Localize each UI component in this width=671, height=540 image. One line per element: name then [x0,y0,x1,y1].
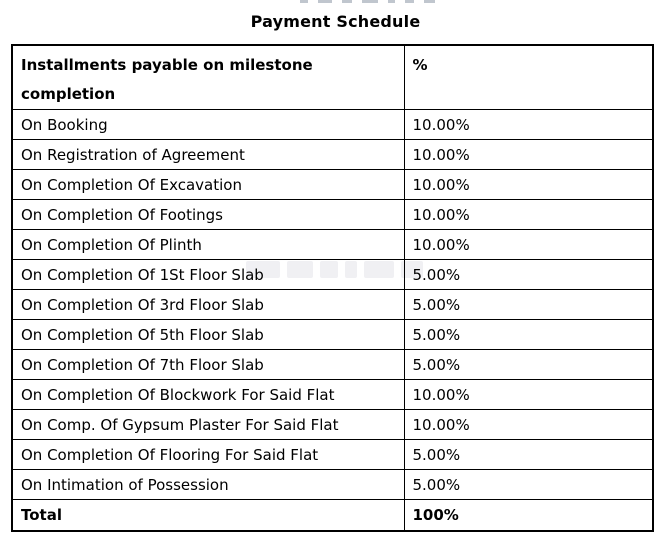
percent-value: 5.00% [403,469,654,500]
percent-value: 10.00% [403,169,654,200]
percent-value: 10.00% [403,199,654,230]
milestone-label: On Comp. Of Gypsum Plaster For Said Flat [11,409,405,440]
milestone-label: On Completion Of Flooring For Said Flat [11,439,405,470]
milestone-label: On Completion Of 3rd Floor Slab [11,289,405,320]
percent-value: 10.00% [403,109,654,140]
table-total-row: Total 100% [11,499,654,531]
table-row: On Completion Of Blockwork For Said Flat… [11,379,654,410]
table-row: On Completion Of 1St Floor Slab 5.00% [11,259,654,290]
table-row: On Comp. Of Gypsum Plaster For Said Flat… [11,409,654,440]
milestone-label: On Completion Of 7th Floor Slab [11,349,405,380]
table-row: On Completion Of Excavation 10.00% [11,169,654,200]
table-row: On Booking 10.00% [11,109,654,140]
percent-value: 10.00% [403,379,654,410]
page-title: Payment Schedule [250,12,421,31]
table-row: On Registration of Agreement 10.00% [11,139,654,170]
percent-value: 10.00% [403,409,654,440]
milestone-label: On Completion Of Footings [11,199,405,230]
milestone-label: On Completion Of Excavation [11,169,405,200]
percent-value: 5.00% [403,259,654,290]
percent-value: 10.00% [403,139,654,170]
table-row: On Intimation of Possession 5.00% [11,469,654,500]
table-row: On Completion Of 3rd Floor Slab 5.00% [11,289,654,320]
milestone-label: On Completion Of Plinth [11,229,405,260]
percent-value: 5.00% [403,319,654,350]
percent-value: 10.00% [403,229,654,260]
header-percent: % [403,44,654,110]
milestone-label: On Completion Of Blockwork For Said Flat [11,379,405,410]
percent-value: 5.00% [403,349,654,380]
milestone-label: On Booking [11,109,405,140]
table-row: On Completion Of 7th Floor Slab 5.00% [11,349,654,380]
table-row: On Completion Of Flooring For Said Flat … [11,439,654,470]
header-installments: Installments payable on milestone comple… [11,44,405,110]
header-installments-line1: Installments payable on milestone [21,56,313,74]
header-installments-line2: completion [21,85,116,103]
table-row: On Completion Of Plinth 10.00% [11,229,654,260]
payment-schedule-table: Installments payable on milestone comple… [11,44,654,532]
milestone-label: On Completion Of 1St Floor Slab [11,259,405,290]
total-value: 100% [403,499,654,531]
clipped-text-fragments [300,0,530,4]
percent-value: 5.00% [403,289,654,320]
table-row: On Completion Of 5th Floor Slab 5.00% [11,319,654,350]
total-label: Total [11,499,405,531]
table-header-row: Installments payable on milestone comple… [11,44,654,110]
table-row: On Completion Of Footings 10.00% [11,199,654,230]
percent-value: 5.00% [403,439,654,470]
milestone-label: On Registration of Agreement [11,139,405,170]
milestone-label: On Completion Of 5th Floor Slab [11,319,405,350]
milestone-label: On Intimation of Possession [11,469,405,500]
